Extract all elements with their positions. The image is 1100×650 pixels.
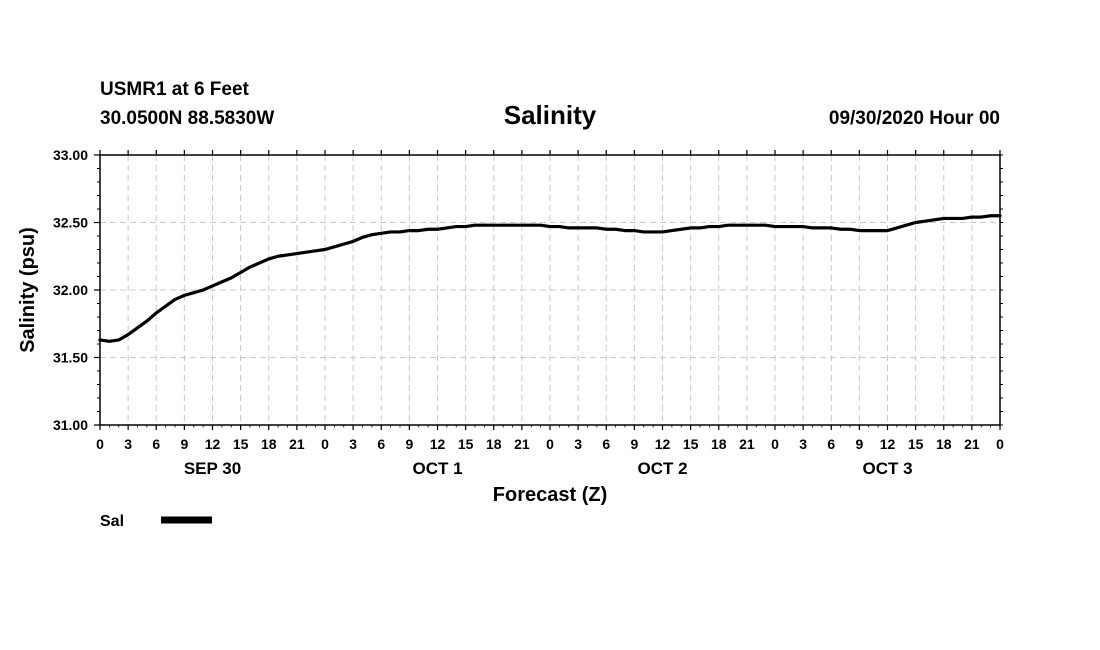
y-tick-label: 32.00 xyxy=(53,282,88,298)
day-labels: SEP 30 OCT 1 OCT 2 OCT 3 xyxy=(184,459,913,478)
y-tick-label: 31.00 xyxy=(53,417,88,433)
x-tick-label: 21 xyxy=(739,436,755,452)
x-tick-label: 3 xyxy=(124,436,132,452)
x-tick-label: 0 xyxy=(321,436,329,452)
x-tick-label: 6 xyxy=(602,436,610,452)
x-tick-label: 9 xyxy=(855,436,863,452)
x-tick-label: 21 xyxy=(289,436,305,452)
x-tick-label: 12 xyxy=(655,436,671,452)
y-tick-label: 33.00 xyxy=(53,147,88,163)
x-tick-label: 18 xyxy=(486,436,502,452)
x-axis-label: Forecast (Z) xyxy=(493,484,607,506)
y-axis-ticks: 31.00 31.50 32.00 32.50 33.00 xyxy=(53,147,1003,433)
x-tick-label: 0 xyxy=(546,436,554,452)
x-tick-label: 9 xyxy=(405,436,413,452)
legend: Sal xyxy=(100,513,212,530)
day-label: OCT 3 xyxy=(862,459,912,478)
y-tick-label: 32.50 xyxy=(53,215,88,231)
x-tick-label: 21 xyxy=(514,436,530,452)
y-tick-label: 31.50 xyxy=(53,350,88,366)
x-tick-label: 12 xyxy=(205,436,221,452)
day-label: SEP 30 xyxy=(184,459,241,478)
x-axis-ticks: 0 3 6 9 12 15 18 21 0 3 6 9 12 15 18 21 0 3 6 9 12 15 18 21 0 3 6 9… xyxy=(96,150,1004,452)
x-tick-label: 6 xyxy=(827,436,835,452)
x-tick-label: 6 xyxy=(377,436,385,452)
legend-label: Sal xyxy=(100,513,124,530)
forecast-run-label: 09/30/2020 Hour 00 xyxy=(829,108,1000,129)
location-label: 30.0500N 88.5830W xyxy=(100,108,274,129)
grid-lines xyxy=(100,155,1000,425)
x-tick-label: 9 xyxy=(180,436,188,452)
day-label: OCT 2 xyxy=(637,459,687,478)
series-layer xyxy=(98,214,1002,343)
x-tick-label: 18 xyxy=(936,436,952,452)
series-line-sal xyxy=(98,214,1002,343)
day-label: OCT 1 xyxy=(412,459,462,478)
x-tick-label: 21 xyxy=(964,436,980,452)
x-tick-label: 3 xyxy=(799,436,807,452)
x-tick-label: 12 xyxy=(430,436,446,452)
x-tick-label: 3 xyxy=(349,436,357,452)
x-tick-label: 6 xyxy=(152,436,160,452)
x-tick-label: 15 xyxy=(233,436,249,452)
x-tick-label: 12 xyxy=(880,436,896,452)
x-tick-label: 15 xyxy=(683,436,699,452)
x-tick-label: 9 xyxy=(630,436,638,452)
x-tick-label: 18 xyxy=(261,436,277,452)
x-tick-label: 18 xyxy=(711,436,727,452)
x-tick-label: 0 xyxy=(771,436,779,452)
y-axis-label: Salinity (psu) xyxy=(17,227,39,353)
x-tick-label: 15 xyxy=(908,436,924,452)
x-tick-label: 0 xyxy=(96,436,104,452)
station-label: USMR1 at 6 Feet xyxy=(100,79,250,100)
x-tick-label: 0 xyxy=(996,436,1004,452)
x-tick-label: 3 xyxy=(574,436,582,452)
x-tick-label: 15 xyxy=(458,436,474,452)
chart-title: Salinity xyxy=(504,100,597,130)
